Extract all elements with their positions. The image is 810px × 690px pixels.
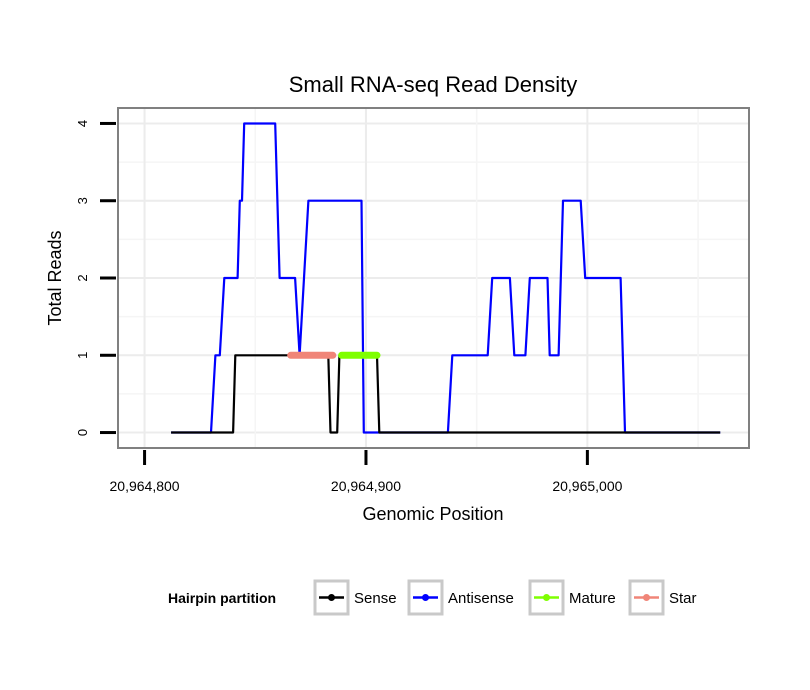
legend-label-sense: Sense: [354, 590, 397, 607]
legend-title: Hairpin partition: [168, 590, 276, 606]
y-tick-label: 3: [75, 197, 90, 204]
series-lines: [171, 122, 721, 434]
x-tick-label: 20,964,900: [331, 478, 401, 494]
chart-title: Small RNA-seq Read Density: [289, 72, 578, 97]
y-tick-label: 4: [75, 120, 90, 127]
x-tick-label: 20,965,000: [552, 478, 622, 494]
legend-label-star: Star: [669, 590, 697, 607]
y-axis-label: Total Reads: [45, 230, 65, 325]
series-sense-line: [171, 354, 721, 434]
y-tick-label: 1: [75, 352, 90, 359]
y-axis: 0 1 2 3 4: [75, 120, 116, 436]
y-tick-label: 2: [75, 274, 90, 281]
y-tick-label: 0: [75, 429, 90, 436]
legend: Hairpin partition Sense Antisense Mature St…: [168, 579, 697, 616]
x-axis: 20,964,800 20,964,900 20,965,000: [110, 450, 623, 494]
legend-dot-mature: [543, 594, 550, 601]
legend-label-mature: Mature: [569, 590, 616, 607]
x-tick-label: 20,964,800: [110, 478, 180, 494]
plot-border: [117, 107, 750, 449]
legend-dot-antisense: [422, 594, 429, 601]
x-axis-label: Genomic Position: [362, 504, 503, 524]
legend-dot-star: [643, 594, 650, 601]
grid: [118, 108, 749, 448]
legend-dot-sense: [328, 594, 335, 601]
legend-label-antisense: Antisense: [448, 590, 514, 607]
